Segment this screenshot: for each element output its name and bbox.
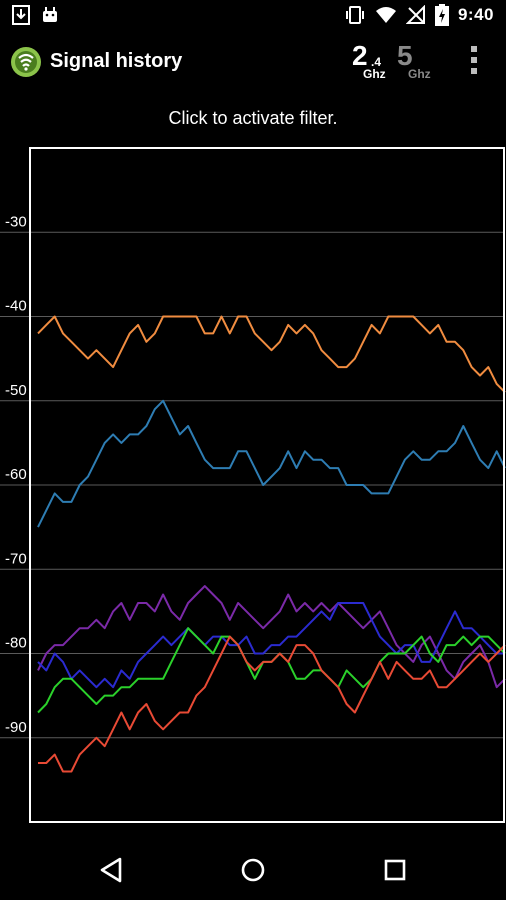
status-bar: 9:40 bbox=[0, 0, 506, 32]
band-5-sub-bottom: Ghz bbox=[408, 67, 431, 81]
band-24-main: 2 bbox=[352, 40, 368, 71]
back-triangle-icon[interactable] bbox=[94, 852, 130, 888]
app-logo-icon[interactable] bbox=[10, 46, 42, 78]
more-vert-icon[interactable] bbox=[467, 46, 481, 80]
series-line-3 bbox=[37, 602, 505, 689]
app-bar: Signal history 2 .4 Ghz 5 Ghz bbox=[0, 32, 506, 92]
band-24-sub-top: .4 bbox=[371, 55, 382, 69]
home-circle-icon[interactable] bbox=[235, 852, 271, 888]
band-24-sub-bottom: Ghz bbox=[363, 67, 386, 81]
band-24ghz-toggle[interactable]: 2 .4 Ghz bbox=[352, 40, 386, 81]
y-tick-label: -40 bbox=[5, 298, 27, 315]
no-signal-icon bbox=[405, 5, 425, 24]
series-line-2 bbox=[37, 585, 506, 689]
android-icon bbox=[43, 7, 57, 22]
app-title: Signal history bbox=[50, 50, 183, 72]
status-time: 9:40 bbox=[457, 5, 494, 24]
nav-bar bbox=[0, 840, 506, 900]
plot-frame bbox=[29, 147, 505, 823]
band-5-main: 5 bbox=[397, 40, 413, 71]
y-tick-label: -90 bbox=[5, 719, 27, 736]
y-tick-label: -70 bbox=[5, 550, 27, 567]
y-tick-label: -50 bbox=[5, 382, 27, 399]
wifi-icon bbox=[375, 7, 396, 23]
series-line-5 bbox=[38, 635, 506, 773]
signal-history-chart[interactable]: -30 -40 -50 -60 -70 -80 -90 bbox=[0, 140, 506, 830]
filter-hint[interactable]: Click to activate filter. bbox=[168, 108, 338, 128]
y-tick-label: -80 bbox=[5, 635, 27, 652]
band-5ghz-toggle[interactable]: 5 Ghz bbox=[397, 40, 431, 81]
battery-charging-icon bbox=[434, 4, 449, 26]
recents-square-icon[interactable] bbox=[377, 852, 413, 888]
y-tick-label: -60 bbox=[5, 466, 27, 483]
y-tick-label: -30 bbox=[5, 213, 27, 230]
download-icon bbox=[12, 5, 30, 25]
series-line-0 bbox=[37, 315, 506, 394]
series-line-4 bbox=[37, 627, 506, 714]
vibrate-icon bbox=[345, 6, 364, 24]
chart-svg: -30 -40 -50 -60 -70 -80 -90 bbox=[0, 147, 506, 823]
series-line-1 bbox=[37, 399, 506, 528]
